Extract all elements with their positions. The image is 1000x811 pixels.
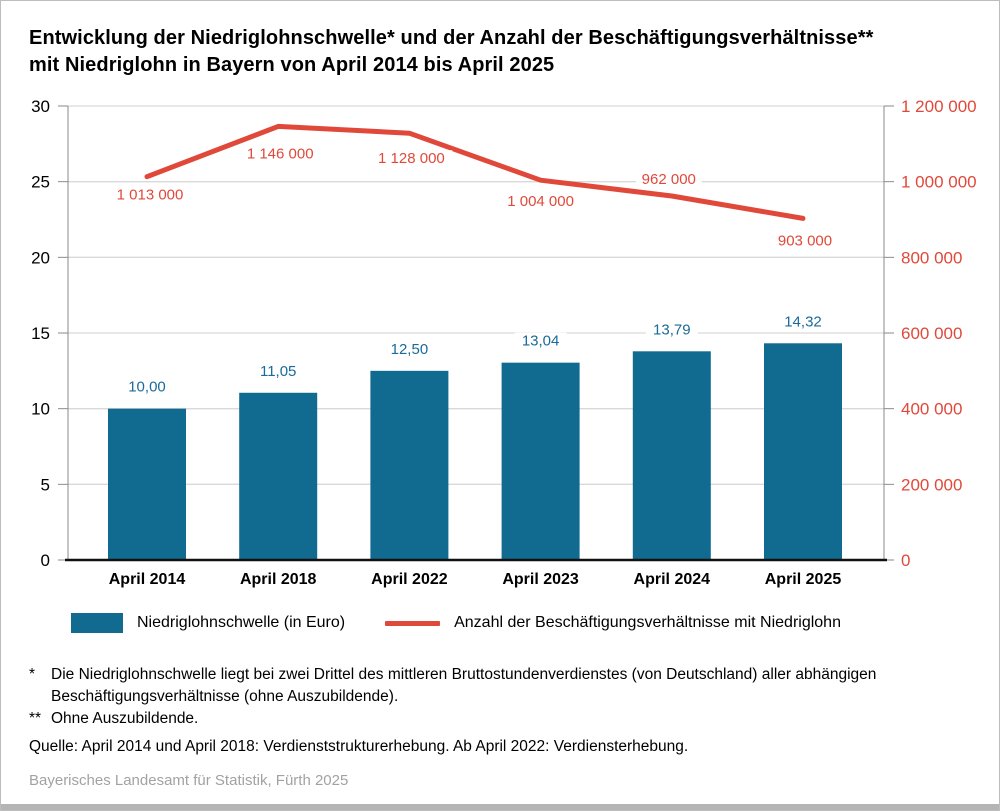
x-axis-category-label: April 2018 [240,571,317,588]
bar-value-label: 11,05 [260,363,296,380]
publisher-credit: Bayerisches Landesamt für Statistik, Für… [29,772,349,789]
bar-niedriglohnschwelle [764,343,842,560]
chart-legend: Niedriglohnschwelle (in Euro) Anzahl der… [71,613,841,633]
bar-value-label-mask [252,362,305,380]
bar-niedriglohnschwelle [108,408,186,560]
footnotes: * Die Niedriglohnschwelle liegt bei zwei… [29,664,951,730]
chart-title: Entwicklung der Niedriglohnschwelle* und… [29,25,874,79]
line-series-label: Anzahl der Beschäftigungsverhältnisse mi… [454,614,841,631]
left-axis-tick-label: 5 [41,475,50,494]
line-value-label-mask [499,193,582,210]
right-axis-tick-label: 200 000 [901,475,962,494]
left-axis-tick-label: 10 [31,400,50,419]
chart-title-line2: mit Niedriglohn in Bayern von April 2014… [29,54,555,76]
line-value-label: 1 004 000 [507,193,574,210]
bar-value-label-mask [645,321,698,339]
line-series-swatch [385,620,441,626]
line-value-label-mask [636,171,702,188]
x-axis-category-label: April 2023 [502,571,579,588]
line-value-label-mask [370,150,453,167]
bar-niedriglohnschwelle [501,362,580,560]
bar-series-swatch [71,613,123,633]
left-axis-tick-label: 25 [31,173,50,192]
bar-value-label-mask [777,313,829,331]
right-axis-tick-label: 0 [901,551,910,570]
bar-value-label: 10,00 [128,379,166,396]
left-axis-tick-label: 30 [31,97,50,116]
bar-value-label: 13,79 [653,321,691,338]
footnote-2: ** Ohne Auszubildende. [29,708,951,730]
bottom-bar [1,804,999,810]
line-value-label: 962 000 [642,171,696,188]
x-axis-category-label: April 2014 [109,571,186,588]
source-note: Quelle: April 2014 und April 2018: Verdi… [29,738,689,755]
chart-title-line1: Entwicklung der Niedriglohnschwelle* und… [29,27,874,49]
right-axis-tick-label: 1 000 000 [901,173,977,192]
right-axis-tick-label: 1 200 000 [901,97,977,116]
right-axis-tick-label: 400 000 [901,400,962,419]
left-axis-tick-label: 0 [41,551,50,570]
bar-niedriglohnschwelle [239,392,318,560]
footnote-2-text: Ohne Auszubildende. [51,710,199,727]
legend-item-bar: Niedriglohnschwelle (in Euro) [71,613,345,633]
footnote-1-marker: * [29,666,36,683]
line-value-label-mask [109,186,191,203]
bar-value-label-mask [121,378,173,396]
footnote-2-marker: ** [29,710,42,727]
bar-value-label-mask [514,332,567,350]
line-value-label-mask [772,232,838,249]
right-axis-tick-label: 600 000 [901,324,962,343]
legend-item-line: Anzahl der Beschäftigungsverhältnisse mi… [385,614,841,632]
bar-value-label: 14,32 [784,313,822,330]
left-axis-tick-label: 20 [31,248,50,267]
footnote-1-text: Die Niedriglohnschwelle liegt bei zwei D… [51,666,877,705]
line-value-label: 1 013 000 [117,187,184,204]
line-value-label: 1 146 000 [247,145,314,162]
x-axis-category-label: April 2022 [371,571,448,588]
dual-axis-chart: 0 5 10 15 20 25 30 0 200 000 400 000 600 000 800 00… [31,97,977,588]
bar-niedriglohnschwelle [370,370,449,560]
bar-series-label: Niedriglohnschwelle (in Euro) [137,614,346,631]
footnote-1: * Die Niedriglohnschwelle liegt bei zwei… [29,664,951,708]
x-axis-category-label: April 2024 [634,571,711,588]
x-axis-category-label: April 2025 [765,571,842,588]
left-axis-tick-label: 15 [31,324,50,343]
bar-value-label: 12,50 [391,341,429,358]
line-value-label: 1 128 000 [378,150,445,167]
right-axis-tick-label: 800 000 [901,248,962,267]
bar-value-label: 13,04 [522,333,560,350]
bar-niedriglohnschwelle [632,351,711,560]
trend-line-beschaeftigung [144,123,806,221]
bar-value-label-mask [383,340,436,358]
line-value-label: 903 000 [778,232,832,249]
line-value-label-mask [239,145,322,162]
